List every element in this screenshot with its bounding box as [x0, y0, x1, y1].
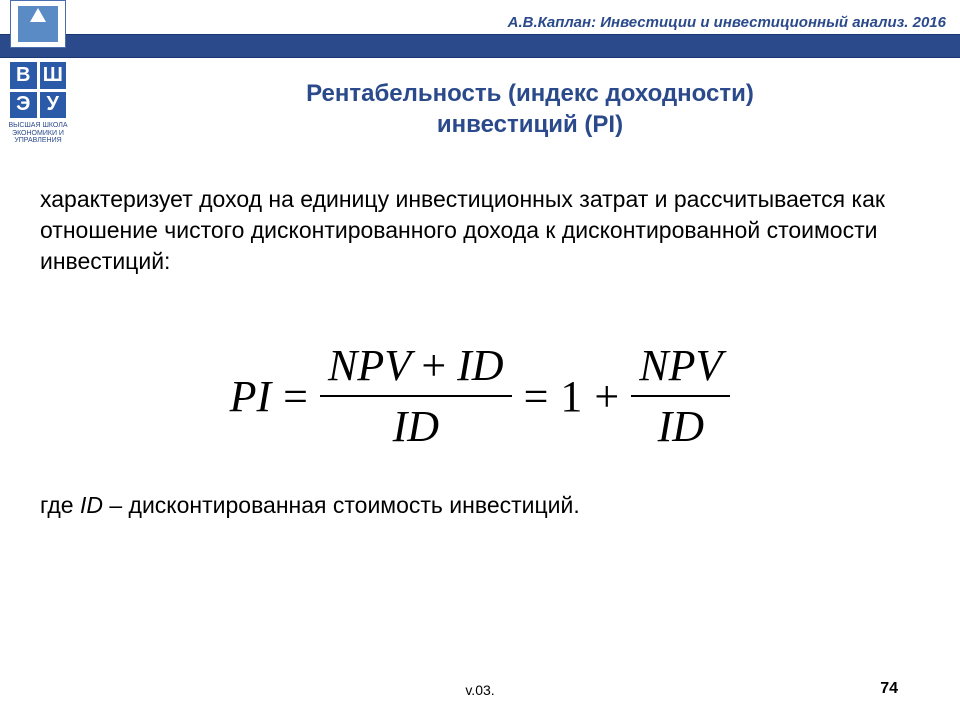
- formula-one: 1: [560, 371, 582, 422]
- frac1-num-a: NPV: [328, 341, 410, 390]
- header-citation: А.В.Каплан: Инвестиции и инвестиционный …: [508, 14, 946, 31]
- formula-fraction-1: NPV + ID ID: [320, 340, 512, 452]
- formula: PI = NPV + ID ID = 1 + NPV ID: [0, 340, 960, 452]
- body-paragraph: характеризует доход на единицу инвестици…: [40, 184, 920, 277]
- formula-eq: =: [283, 371, 308, 422]
- title-line-2: инвестиций (PI): [160, 109, 900, 140]
- title-line-1: Рентабельность (индекс доходности): [160, 78, 900, 109]
- where-prefix: где: [40, 492, 80, 518]
- logo-grid-cell: У: [40, 92, 67, 119]
- header-bar: [0, 34, 960, 58]
- frac1-den: ID: [385, 401, 447, 452]
- formula-plus: +: [594, 371, 619, 422]
- footer-page-number: 74: [880, 680, 898, 698]
- logo-university: [10, 0, 66, 48]
- where-clause: где ID – дисконтированная стоимость инве…: [40, 492, 920, 519]
- logo-grid-cell: В: [10, 62, 37, 89]
- footer-version: v.03.: [465, 682, 494, 698]
- where-var: ID: [80, 492, 103, 518]
- frac2-den: ID: [650, 401, 712, 452]
- frac1-plus: +: [421, 341, 446, 390]
- logo-school-grid: В Ш Э У: [10, 62, 66, 118]
- where-suffix: – дисконтированная стоимость инвестиций.: [103, 492, 580, 518]
- formula-fraction-2: NPV ID: [631, 340, 730, 452]
- formula-lhs: PI: [230, 371, 272, 422]
- slide-title: Рентабельность (индекс доходности) инвес…: [160, 78, 900, 140]
- formula-eq2: =: [524, 371, 549, 422]
- logo-grid-cell: Ш: [40, 62, 67, 89]
- logo-grid-cell: Э: [10, 92, 37, 119]
- frac1-num-b: ID: [457, 341, 503, 390]
- logo-school-label: ВЫСШАЯ ШКОЛА ЭКОНОМИКИ И УПРАВЛЕНИЯ: [0, 122, 76, 145]
- frac2-num: NPV: [631, 340, 730, 391]
